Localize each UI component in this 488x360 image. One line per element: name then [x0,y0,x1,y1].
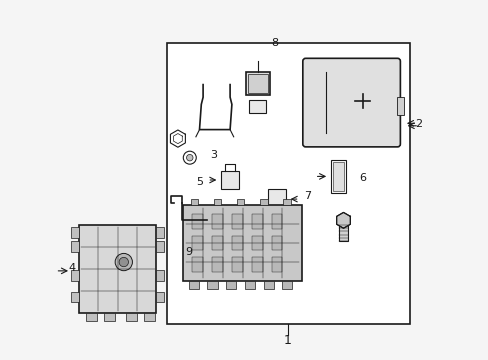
Bar [192,257,203,272]
Bar [207,281,217,289]
Bar [231,236,242,250]
Bar [212,257,223,272]
Bar [330,160,346,193]
Bar [156,241,164,252]
Bar [270,207,283,213]
Bar [156,292,164,302]
Text: 4: 4 [68,263,75,273]
Bar [71,241,79,252]
Bar [282,281,292,289]
Bar [183,205,302,281]
Circle shape [119,257,128,267]
Bar [251,257,262,272]
FancyBboxPatch shape [302,58,400,147]
Bar [71,270,79,281]
Bar [248,74,267,93]
Polygon shape [336,212,349,228]
Text: 7: 7 [303,191,310,201]
Bar [192,236,203,250]
Bar [104,313,115,321]
Bar [167,43,409,324]
Bar [86,313,97,321]
Bar [225,281,236,289]
Bar [282,199,290,205]
Bar [221,171,239,189]
Bar [251,214,262,229]
Text: 1: 1 [283,334,291,347]
Text: 8: 8 [271,38,278,48]
Bar [332,162,344,191]
Bar [125,313,136,321]
Bar [271,257,282,272]
Bar [190,199,198,205]
Bar [244,281,254,289]
Bar [271,236,282,250]
Bar [212,214,223,229]
Circle shape [115,253,132,271]
Bar [249,100,266,113]
Bar [212,236,223,250]
Bar [231,257,242,272]
Bar [397,97,403,115]
Bar [156,227,164,238]
Bar [79,225,156,313]
Bar [143,313,154,321]
Bar [71,227,79,238]
Circle shape [183,151,196,164]
Bar [205,211,219,229]
Bar [192,214,203,229]
Bar [338,220,347,241]
Bar [259,199,267,205]
Circle shape [186,154,193,161]
Bar [156,270,164,281]
Text: 5: 5 [196,177,203,187]
Bar [271,214,282,229]
Bar [263,281,273,289]
Text: 6: 6 [359,173,366,183]
Bar [71,292,79,302]
Bar [246,72,269,95]
Text: 3: 3 [210,150,217,160]
Text: 9: 9 [185,247,192,257]
Bar [267,189,285,207]
Bar [213,199,221,205]
Bar [236,199,244,205]
Bar [251,236,262,250]
Bar [188,281,199,289]
Text: 2: 2 [415,119,422,129]
Bar [231,214,242,229]
